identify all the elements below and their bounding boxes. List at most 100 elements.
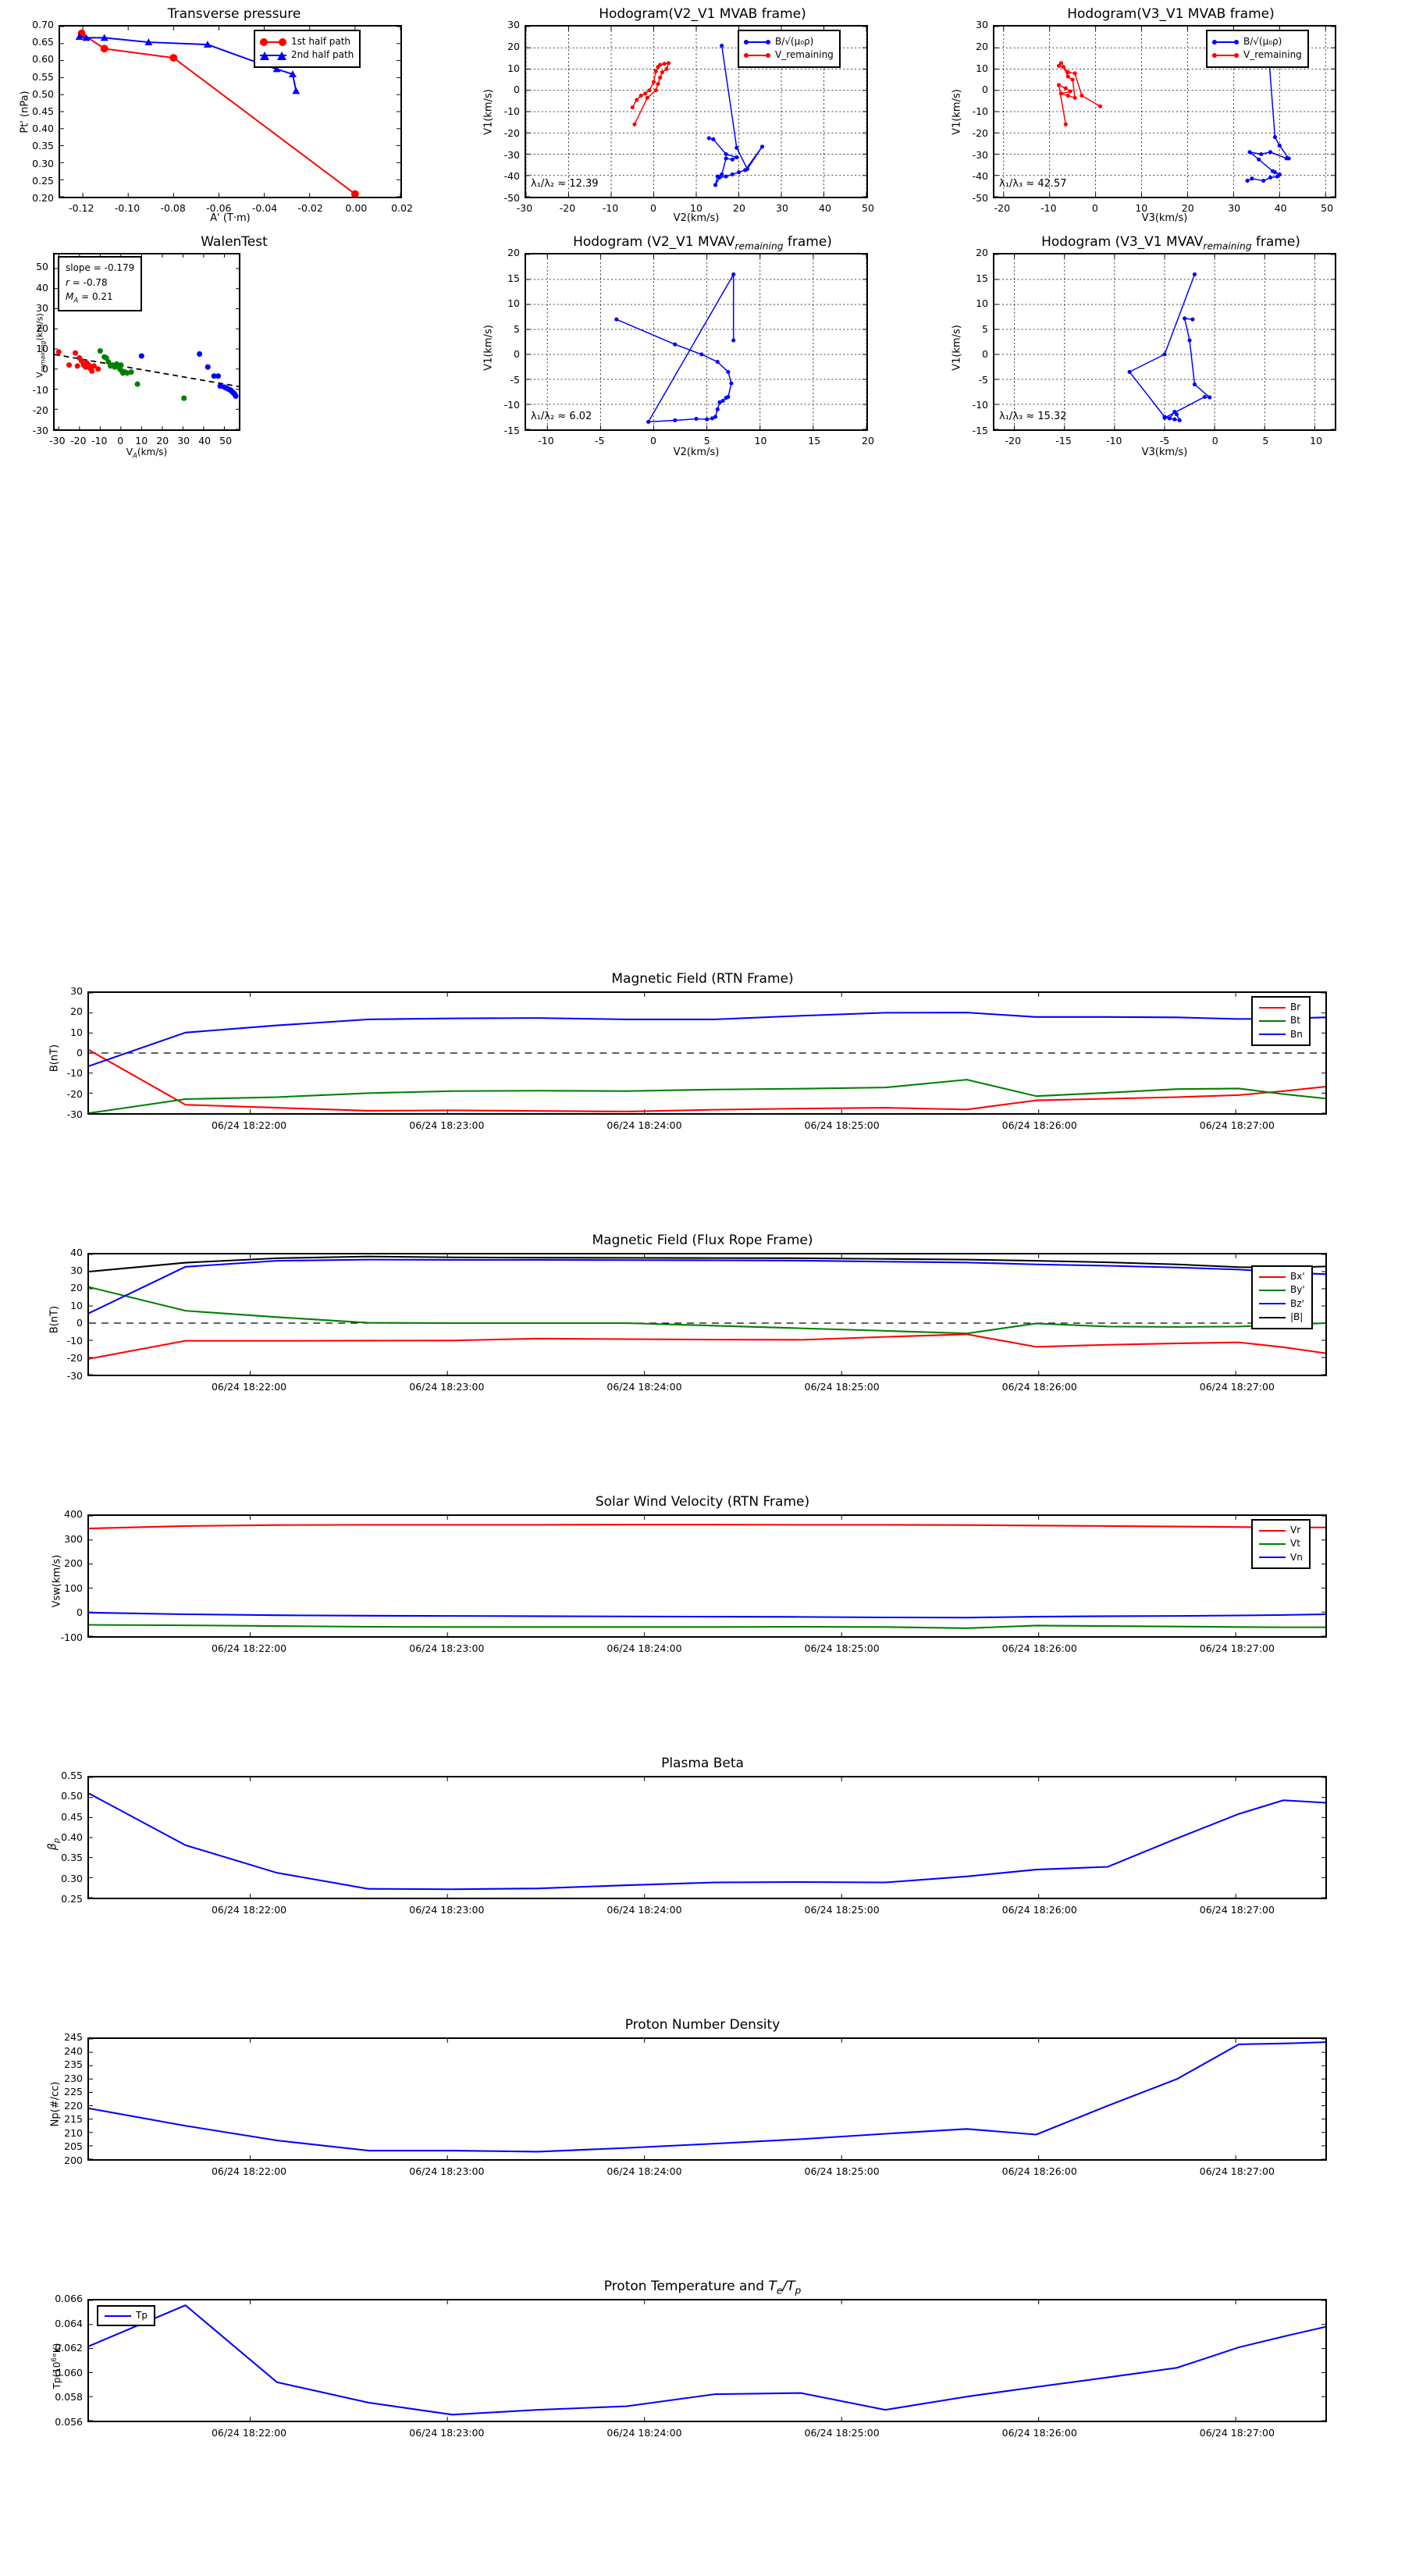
y-tick-label: 0.40 xyxy=(32,123,54,135)
y-tick-label: 225 xyxy=(64,2086,83,2098)
y-tick-label: 0.55 xyxy=(32,70,54,83)
y-tick-label: 0 xyxy=(76,1317,83,1329)
panel-title-text: Hodogram (V2_V1 MVAVremaining frame) xyxy=(573,234,832,252)
time-tick-label: 06/24 18:27:00 xyxy=(1199,2165,1275,2177)
y-tick-label: 0 xyxy=(76,1606,83,1619)
legend-entry: |B| xyxy=(1259,1311,1305,1324)
y-tick-label: 0 xyxy=(982,348,988,361)
legend-proton-temperature: Tp xyxy=(97,2305,155,2327)
y-tick-label: -50 xyxy=(503,192,520,204)
eigenvalue-ratio-annotation: λ₁/λ₂ ≈ 12.39 xyxy=(531,178,599,190)
y-tick-label: -10 xyxy=(972,399,988,411)
y-tick-label: -20 xyxy=(972,126,988,139)
x-tick-label: 0 xyxy=(1211,435,1218,447)
y-tick-label: 0.25 xyxy=(32,174,54,187)
y-tick-label: 0 xyxy=(514,348,520,361)
panel-title: WalenTest xyxy=(201,234,268,250)
x-tick-label: -10 xyxy=(602,202,619,214)
y-tick-label: 240 xyxy=(64,2044,83,2057)
x-tick-label: -0.08 xyxy=(160,202,186,214)
legend-swatch-bn xyxy=(1259,1030,1286,1039)
x-tick-label: 40 xyxy=(1274,202,1287,214)
x-axis-label: V3(km/s) xyxy=(1141,447,1188,458)
legend-swatch-vr xyxy=(1259,1526,1286,1535)
legend-entry: B/√(μ₀ρ) xyxy=(1212,35,1302,48)
x-tick-label: -20 xyxy=(70,435,87,447)
y-tick-label: 0.50 xyxy=(61,1790,83,1802)
y-tick-label: -20 xyxy=(66,1352,83,1364)
y-tick-label: -10 xyxy=(503,105,520,117)
x-tick-label: 40 xyxy=(819,202,831,214)
legend-entry: By' xyxy=(1259,1283,1305,1297)
time-tick-label: 06/24 18:23:00 xyxy=(409,2427,485,2439)
x-tick-label: 20 xyxy=(862,435,874,447)
legend-swatch-vt xyxy=(1259,1539,1286,1549)
y-tick-label: 210 xyxy=(64,2126,83,2139)
y-tick-label: -15 xyxy=(972,425,988,436)
x-tick-label: 10 xyxy=(754,435,767,447)
y-tick-label: -10 xyxy=(66,1067,83,1080)
panel-title: Plasma Beta xyxy=(661,1756,744,1771)
time-tick-label: 06/24 18:26:00 xyxy=(1001,1119,1077,1131)
time-tick-label: 06/24 18:25:00 xyxy=(804,1642,880,1654)
y-tick-label: 10 xyxy=(36,343,48,355)
panel-magnetic-field-flux-rope: Magnetic Field (Flux Rope Frame) B(nT) B… xyxy=(0,1229,1405,1432)
y-tick-label: 0.35 xyxy=(32,140,54,152)
time-tick-label: 06/24 18:22:00 xyxy=(211,1119,287,1131)
legend-entry: Bx' xyxy=(1259,1270,1305,1283)
panel-hodogram-v3-mvav: Hodogram (V3_V1 MVAVremaining frame) V1(… xyxy=(937,226,1405,461)
legend-swatch-vn xyxy=(1259,1553,1286,1562)
time-tick-label: 06/24 18:24:00 xyxy=(606,1904,682,1916)
x-tick-label: -10 xyxy=(538,435,554,447)
plot-area-proton-number-density xyxy=(87,2037,1327,2161)
time-tick-label: 06/24 18:22:00 xyxy=(211,1381,287,1393)
panel-title: Hodogram(V3_V1 MVAB frame) xyxy=(1067,6,1275,22)
time-tick-label: 06/24 18:25:00 xyxy=(804,2427,880,2439)
legend-label: 1st half path xyxy=(291,36,351,47)
x-tick-label: 0.00 xyxy=(345,202,368,214)
y-tick-label: 10 xyxy=(70,1299,83,1311)
legend-entry: B/√(μ₀ρ) xyxy=(744,35,834,48)
legend-entry: Bt xyxy=(1259,1014,1303,1027)
time-tick-label: 06/24 18:22:00 xyxy=(211,2165,287,2177)
x-axis-label: V2(km/s) xyxy=(673,212,720,224)
y-tick-label: 10 xyxy=(507,297,520,310)
y-tick-label: 0.064 xyxy=(55,2317,83,2329)
y-tick-label: -30 xyxy=(66,1108,83,1120)
y-tick-label: 230 xyxy=(64,2072,83,2084)
panel-title: Hodogram (V2_V1 MVAVremaining frame) xyxy=(468,234,937,251)
time-tick-label: 06/24 18:24:00 xyxy=(606,2165,682,2177)
panel-plasma-beta: Plasma Beta βp xyxy=(0,1752,1405,1955)
y-tick-label: -30 xyxy=(32,425,48,436)
y-tick-label: 0 xyxy=(982,84,988,96)
legend-entry: Vn xyxy=(1259,1551,1303,1564)
y-tick-label: 0.35 xyxy=(61,1852,83,1864)
y-tick-label: 10 xyxy=(70,1026,83,1038)
x-tick-label: -10 xyxy=(91,435,108,447)
legend-entry: 1st half path xyxy=(260,35,354,48)
y-tick-label: 0.40 xyxy=(61,1831,83,1843)
x-tick-label: -0.02 xyxy=(297,202,323,214)
legend-entry: V_remaining xyxy=(744,48,834,62)
y-tick-label: 0.70 xyxy=(32,19,54,30)
x-tick-label: -30 xyxy=(49,435,66,447)
legend-swatch-1st-half xyxy=(260,37,286,47)
legend-label: 2nd half path xyxy=(291,49,354,61)
plot-area-magnetic-field-rtn xyxy=(87,991,1327,1115)
y-tick-label: 235 xyxy=(64,2058,83,2071)
legend-label: V_remaining xyxy=(775,49,834,61)
y-tick-label: 15 xyxy=(976,272,988,284)
eigenvalue-ratio-annotation: λ₁/λ₃ ≈ 15.32 xyxy=(999,411,1067,422)
y-tick-label: 50 xyxy=(36,261,48,273)
legend-label: Bt xyxy=(1290,1015,1300,1026)
panel-title-text: Proton Temperature and Te/Tp xyxy=(603,2279,802,2297)
time-tick-label: 06/24 18:26:00 xyxy=(1001,1642,1077,1654)
legend-label: Vr xyxy=(1290,1525,1301,1535)
y-tick-label: 0.056 xyxy=(55,2416,83,2428)
y-tick-label: 0.20 xyxy=(32,192,54,204)
y-tick-label: 100 xyxy=(64,1582,83,1594)
y-tick-label: 0.30 xyxy=(61,1872,83,1884)
legend-swatch-br xyxy=(1259,1003,1286,1012)
time-tick-label: 06/24 18:22:00 xyxy=(211,1642,287,1654)
